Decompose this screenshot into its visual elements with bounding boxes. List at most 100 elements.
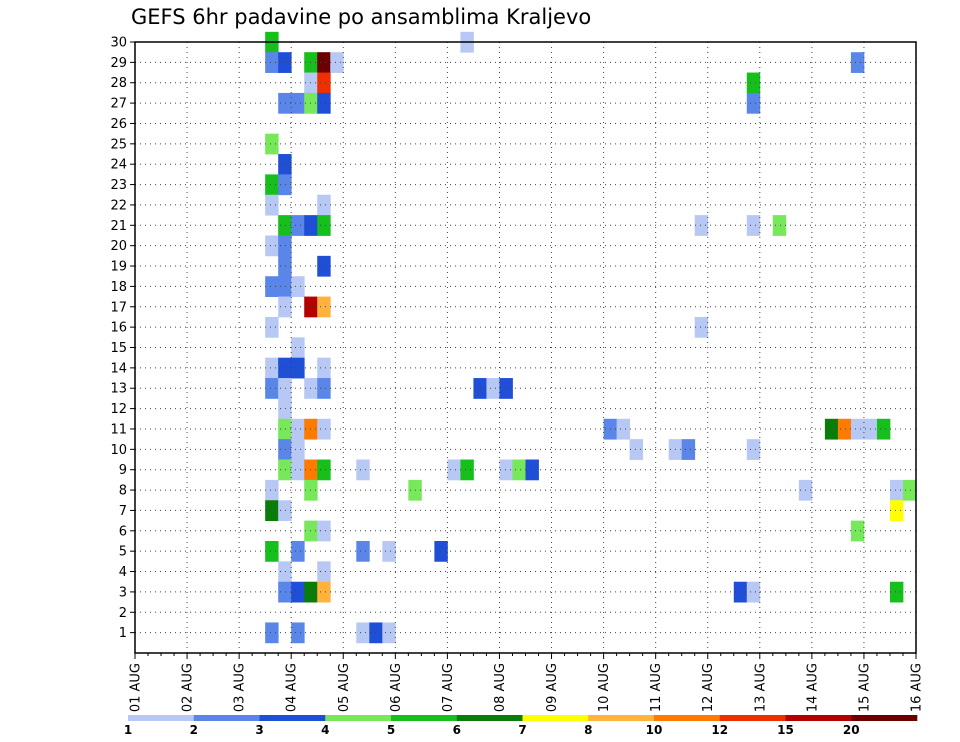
grid-layer (135, 41, 917, 653)
precip-cell (291, 92, 305, 114)
colorbar-label: 15 (777, 723, 794, 737)
precip-cell (278, 215, 292, 236)
y-tick-label: 13 (110, 382, 127, 397)
precip-cell (278, 52, 292, 73)
precip-cell (278, 398, 292, 420)
y-tick-label: 15 (110, 341, 127, 356)
precip-cell (317, 52, 331, 73)
precip-cell (278, 459, 292, 481)
x-tick-label: 05 AUG (337, 663, 352, 712)
precip-cell (278, 235, 292, 257)
precip-cell (889, 581, 904, 603)
x-tick-label: 12 AUG (701, 663, 716, 712)
colorbar-label: 2 (190, 723, 198, 737)
y-tick-label: 12 (110, 402, 127, 417)
colorbar-label: 6 (453, 723, 461, 737)
y-tick-label: 10 (110, 443, 127, 458)
colorbar-swatch (193, 715, 260, 721)
y-tick-label: 17 (110, 300, 127, 315)
y-tick-label: 28 (110, 76, 127, 91)
precip-cell (317, 459, 331, 481)
cells-layer (265, 31, 917, 644)
precip-cell (317, 418, 331, 440)
precip-cell (746, 92, 761, 114)
precip-cell (434, 540, 448, 562)
precip-cell (291, 540, 305, 562)
precip-cell (278, 500, 292, 522)
precip-cell (265, 500, 279, 522)
colorbar-swatch (654, 715, 721, 721)
precip-cell (278, 357, 292, 379)
axes-layer: 1234567891011121314151617181920212223242… (110, 36, 924, 713)
precip-cell (382, 622, 396, 644)
precip-cell (291, 622, 305, 644)
precip-cell (265, 235, 279, 257)
precip-cell (837, 418, 852, 440)
colorbar-swatch (851, 715, 918, 721)
precip-cell (291, 459, 305, 481)
y-tick-label: 2 (119, 606, 127, 621)
colorbar-label: 4 (321, 723, 329, 737)
y-tick-label: 26 (110, 117, 127, 132)
y-tick-label: 19 (110, 260, 127, 275)
y-tick-label: 4 (119, 565, 127, 580)
colorbar-label: 20 (843, 723, 860, 737)
x-tick-label: 13 AUG (753, 663, 768, 712)
precip-cell (278, 174, 292, 196)
precip-cell (317, 92, 331, 114)
chart-title: GEFS 6hr padavine po ansamblima Kraljevo (131, 5, 591, 29)
precip-cell (629, 439, 644, 460)
precip-cell (850, 418, 865, 440)
precip-cell (850, 52, 865, 73)
precip-cell (447, 459, 461, 481)
x-tick-label: 09 AUG (545, 663, 560, 712)
precip-cell (265, 316, 279, 338)
y-tick-label: 1 (119, 626, 127, 641)
precip-cell (746, 439, 761, 460)
precip-cell (278, 276, 292, 297)
precip-cell (525, 459, 539, 481)
y-tick-label: 3 (119, 585, 127, 600)
x-tick-label: 06 AUG (389, 663, 404, 712)
precip-cell (356, 459, 370, 481)
colorbar-swatch (391, 715, 458, 721)
precip-cell (317, 255, 331, 277)
x-tick-label: 15 AUG (857, 663, 872, 712)
precip-cell (902, 479, 917, 501)
precip-cell (317, 296, 331, 318)
precip-cell (889, 479, 904, 501)
x-tick-label: 01 AUG (129, 663, 144, 712)
y-tick-label: 18 (110, 280, 127, 295)
precip-cell (291, 276, 305, 297)
precip-cell (369, 622, 383, 644)
colorbar: 1 2 3 4 5 6 7 8 10 12 15 20 (124, 715, 918, 737)
precip-cell (356, 540, 370, 562)
precip-cell (278, 581, 292, 603)
x-tick-label: 07 AUG (441, 663, 456, 712)
y-tick-label: 29 (110, 56, 127, 71)
precip-cell (499, 459, 513, 481)
precip-cell (278, 154, 292, 175)
precip-cell (278, 378, 292, 399)
colorbar-label: 3 (255, 723, 263, 737)
precip-cell (317, 378, 331, 399)
precip-cell (265, 622, 279, 644)
precip-cell (278, 439, 292, 460)
colorbar-swatch (522, 715, 589, 721)
x-tick-label: 04 AUG (285, 663, 300, 712)
precip-cell (265, 276, 279, 297)
y-tick-label: 16 (110, 321, 127, 336)
precip-cell (265, 174, 279, 196)
precip-cell (317, 561, 331, 583)
colorbar-label: 1 (124, 723, 132, 737)
colorbar-swatch (456, 715, 523, 721)
x-tick-label: 10 AUG (597, 663, 612, 712)
precip-cell (694, 215, 709, 236)
y-tick-label: 8 (119, 484, 127, 499)
precip-cell (746, 215, 761, 236)
colorbar-label: 10 (646, 723, 663, 737)
y-tick-label: 6 (119, 524, 127, 539)
precip-cell (265, 540, 279, 562)
y-tick-label: 7 (119, 504, 127, 519)
